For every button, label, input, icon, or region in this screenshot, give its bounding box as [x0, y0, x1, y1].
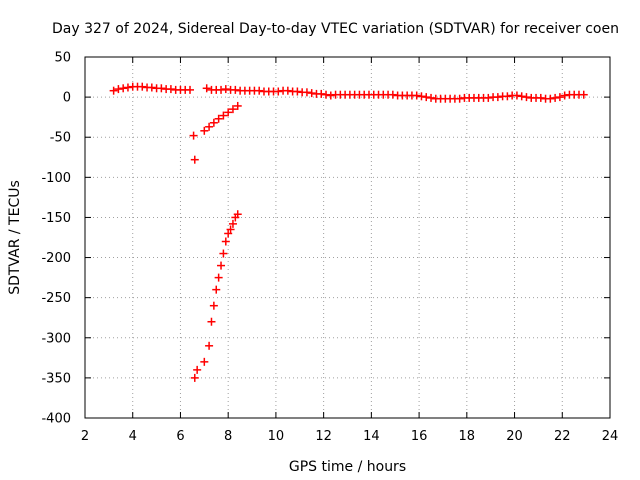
axes: 2 4 6 8 10 12 14 16 18 20 22 24500-50-100-150-200-2… [41, 51, 618, 445]
data-point [212, 285, 221, 294]
chart-title: Day 327 of 2024, Sidereal Day-to-day VTE… [52, 21, 619, 37]
data-point [517, 92, 526, 101]
data-point [189, 131, 198, 140]
data-point [302, 88, 311, 97]
x-tick-label: 2 [81, 429, 89, 444]
data-point [326, 91, 335, 100]
x-tick-label: 24 [602, 429, 619, 444]
data-point [186, 85, 194, 94]
data-point [123, 83, 132, 92]
data-point [219, 111, 228, 120]
x-tick-label: 10 [268, 429, 285, 444]
data-point [493, 93, 502, 102]
y-tick-label: -400 [41, 412, 71, 427]
data-point [221, 85, 230, 94]
data-point [202, 84, 211, 93]
data-point [200, 126, 209, 135]
data-point [283, 86, 292, 95]
y-tick-label: -250 [41, 291, 71, 306]
data-points [109, 82, 588, 382]
data-point [422, 93, 431, 102]
data-point [207, 317, 216, 326]
data-point [119, 84, 128, 93]
data-point [274, 87, 283, 96]
y-tick-label: -150 [41, 211, 71, 226]
data-point [536, 93, 545, 102]
grid [85, 57, 610, 418]
data-point [484, 93, 493, 102]
data-point [114, 85, 123, 94]
x-tick-label: 8 [224, 429, 232, 444]
data-point [209, 301, 218, 310]
x-tick-label: 6 [176, 429, 184, 444]
data-point [166, 85, 175, 94]
data-point [217, 85, 226, 94]
data-point [555, 93, 564, 102]
data-point [579, 90, 588, 99]
plot-frame [84, 56, 611, 419]
data-point [233, 210, 242, 219]
data-point [200, 357, 209, 366]
data-point [190, 155, 199, 164]
data-point [455, 94, 464, 103]
x-tick-label: 12 [315, 429, 332, 444]
x-tick-label: 20 [506, 429, 523, 444]
data-point [157, 84, 166, 93]
data-point [322, 90, 331, 99]
y-tick-label: -100 [41, 171, 71, 186]
data-point [228, 219, 237, 228]
data-point [293, 87, 302, 96]
x-tick-label: 4 [129, 429, 137, 444]
data-point [307, 89, 316, 98]
x-tick-label: 14 [363, 429, 380, 444]
data-point [209, 118, 218, 127]
y-tick-label: 0 [63, 91, 71, 106]
data-point [109, 86, 118, 95]
data-point [205, 341, 214, 350]
data-point [546, 94, 555, 103]
data-point [224, 229, 233, 238]
data-point [427, 93, 436, 102]
y-tick-label: -350 [41, 371, 71, 386]
data-point [551, 93, 560, 102]
y-tick-label: 50 [54, 51, 71, 66]
data-point [214, 114, 223, 123]
data-point [228, 105, 237, 114]
data-point [217, 261, 226, 270]
data-point [138, 82, 147, 91]
x-tick-label: 16 [411, 429, 428, 444]
data-point [205, 122, 214, 131]
data-point [226, 225, 235, 234]
data-point [388, 90, 397, 99]
data-point [512, 91, 521, 100]
data-point [317, 89, 326, 98]
data-point [503, 92, 512, 101]
data-point [231, 85, 240, 94]
data-point [193, 365, 202, 374]
y-tick-label: -200 [41, 251, 71, 266]
data-point [214, 273, 223, 282]
data-point [417, 92, 426, 101]
data-point [190, 373, 199, 382]
y-tick-label: -300 [41, 331, 71, 346]
y-tick-label: -50 [50, 131, 71, 146]
x-tick-label: 22 [554, 429, 571, 444]
x-axis-label: GPS time / hours [289, 459, 406, 475]
data-point [560, 91, 569, 100]
data-point [522, 93, 531, 102]
data-point [219, 249, 228, 258]
data-point [224, 108, 233, 117]
x-tick-label: 18 [459, 429, 476, 444]
data-point [412, 91, 421, 100]
data-point [233, 101, 242, 110]
data-point [221, 237, 230, 246]
y-axis-label: SDTVAR / TECUs [7, 180, 23, 295]
data-point [147, 83, 156, 92]
data-point [255, 86, 264, 95]
